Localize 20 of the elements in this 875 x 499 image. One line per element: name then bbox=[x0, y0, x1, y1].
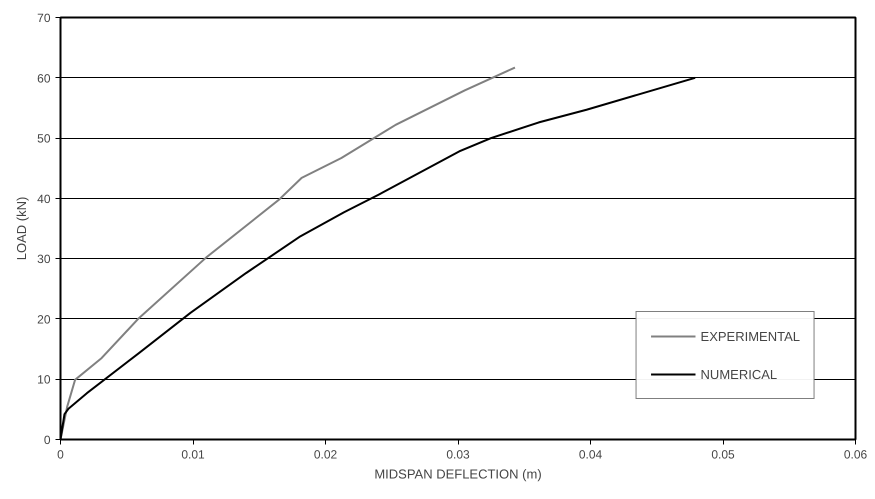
legend-label: EXPERIMENTAL bbox=[700, 328, 800, 344]
legend-label: NUMERICAL bbox=[700, 366, 778, 382]
x-tick-label: 0.06 bbox=[844, 448, 868, 462]
y-tick-label: 60 bbox=[37, 71, 51, 86]
x-tick-label: 0.03 bbox=[446, 448, 470, 462]
x-tick-label: 0.05 bbox=[711, 448, 736, 462]
y-axis-title: LOAD (kN) bbox=[14, 196, 30, 260]
x-tick-label: 0 bbox=[57, 448, 64, 462]
line-series bbox=[60, 66, 516, 440]
y-tick-label: 70 bbox=[37, 11, 51, 25]
x-axis-title: MIDSPAN DEFLECTION (m) bbox=[374, 466, 542, 482]
y-tick-label: 40 bbox=[37, 192, 51, 206]
y-tick-label: 30 bbox=[37, 252, 51, 266]
y-tick-label: 10 bbox=[37, 372, 51, 387]
y-tick-label: 50 bbox=[37, 132, 51, 146]
x-tick-label: 0.02 bbox=[314, 448, 338, 462]
y-tick-label: 20 bbox=[37, 312, 51, 326]
y-tick-label: 0 bbox=[44, 433, 51, 447]
x-tick-label: 0.01 bbox=[181, 448, 206, 462]
x-tick-label: 0.04 bbox=[578, 448, 603, 462]
